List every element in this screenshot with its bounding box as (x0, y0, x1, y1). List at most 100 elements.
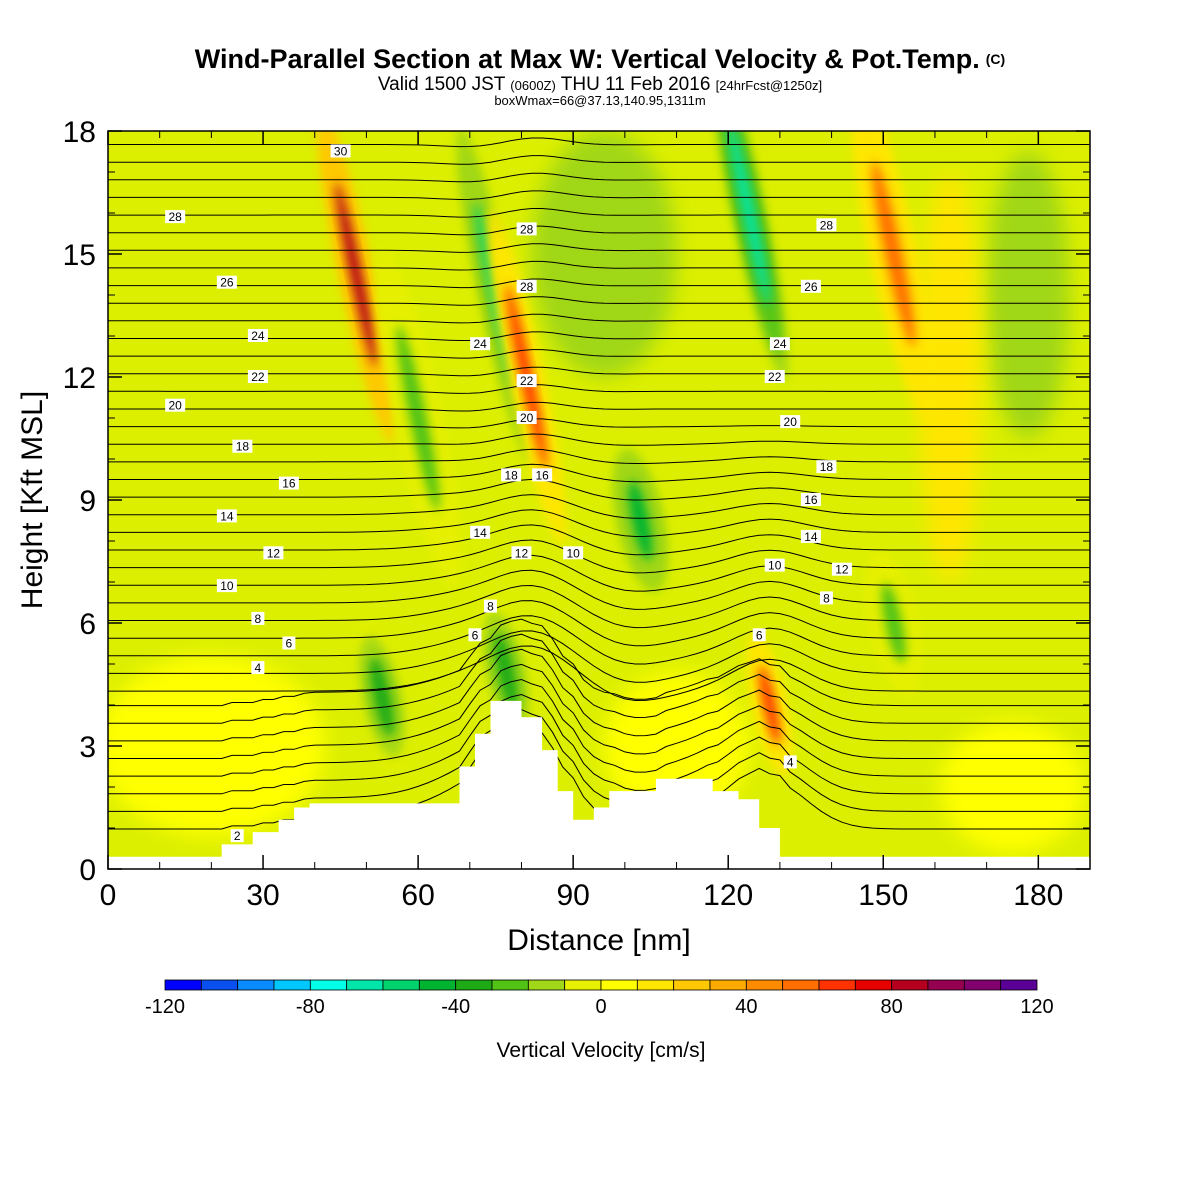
box-info: boxWmax=66@37.13,140.95,1311m (494, 93, 706, 108)
colorbar-swatch (491, 979, 529, 991)
svg-text:8: 8 (487, 600, 494, 614)
colorbar-swatch (564, 979, 602, 991)
colorbar-tick-label: -40 (441, 996, 470, 1018)
isentrope-label: 16 (800, 493, 821, 507)
field-patch (531, 131, 677, 377)
colorbar-swatch (382, 979, 420, 991)
colorbar-swatch (309, 979, 348, 991)
svg-text:4: 4 (787, 755, 794, 769)
colorbar-swatch (200, 979, 239, 991)
x-axis-label: Distance [nm] (507, 924, 690, 957)
svg-text:28: 28 (820, 218, 834, 232)
isentrope-label: 8 (483, 599, 497, 614)
potential-temperature-contours (108, 137, 1090, 830)
isentrope-label: 28 (516, 222, 537, 236)
svg-text:12: 12 (267, 546, 281, 560)
isentrope-line (108, 463, 1090, 483)
field-patch (940, 721, 1085, 853)
isentrope-line (108, 433, 1090, 446)
svg-text:14: 14 (473, 526, 487, 540)
isentrope-line (108, 384, 1090, 394)
svg-text:20: 20 (520, 411, 534, 425)
isentrope-label: 26 (800, 279, 821, 294)
chart-subtitle: Valid 1500 JST (0600Z) THU 11 Feb 2016 [… (377, 74, 823, 95)
isentrope-line (108, 243, 1090, 253)
svg-text:16: 16 (535, 468, 549, 482)
svg-text:30: 30 (334, 145, 348, 159)
isentrope-label: 14 (470, 525, 491, 540)
isentrope-label: 16 (278, 476, 299, 491)
isentrope-label: 12 (263, 546, 284, 560)
svg-text:12: 12 (515, 546, 529, 560)
isentrope-line (108, 509, 1090, 538)
y-tick-label: 15 (63, 239, 96, 272)
isentrope-label: 14 (800, 529, 821, 544)
svg-text:22: 22 (251, 370, 265, 384)
y-tick-label: 12 (63, 362, 96, 395)
svg-text:28: 28 (169, 210, 183, 224)
colorbar-swatch (963, 979, 1002, 991)
isentrope-line (108, 260, 1090, 271)
isentrope-label: 22 (247, 370, 268, 384)
isentrope-line (108, 478, 1090, 501)
colorbar-tick-label: -80 (296, 996, 325, 1018)
isentrope-label: 20 (516, 411, 537, 425)
svg-text:14: 14 (220, 509, 234, 523)
forecast-info: [24hrFcst@1250z] (715, 78, 823, 93)
isentrope-line (108, 296, 1090, 306)
colorbar-swatch (600, 979, 638, 991)
svg-text:24: 24 (773, 337, 787, 351)
isentrope-label: 14 (216, 509, 237, 523)
colorbar-swatch (745, 979, 784, 991)
x-tick-label: 180 (1013, 879, 1063, 912)
svg-text:10: 10 (566, 546, 580, 560)
isentrope-label: 6 (468, 628, 482, 642)
isentrope-line (108, 331, 1090, 341)
chart-title: Wind-Parallel Section at Max W: Vertical… (194, 44, 1006, 74)
isentrope-line (108, 208, 1090, 218)
isentrope-label: 18 (501, 468, 522, 482)
isentrope-line (108, 278, 1090, 289)
svg-text:24: 24 (251, 329, 265, 343)
isentrope-label: 26 (216, 275, 237, 290)
isentrope-label: 12 (831, 562, 852, 577)
x-tick-label: 120 (703, 879, 753, 912)
y-tick-label: 9 (79, 485, 96, 518)
isentrope-label: 24 (470, 337, 491, 351)
field-patch (604, 672, 749, 820)
svg-text:14: 14 (804, 530, 818, 544)
svg-text:10: 10 (768, 559, 782, 573)
x-tick-label: 30 (246, 879, 279, 912)
x-tick-label: 0 (100, 879, 117, 912)
colorbar-swatch (1000, 979, 1038, 991)
svg-text:18: 18 (236, 440, 250, 454)
colorbar-label: Vertical Velocity [cm/s] (497, 1039, 706, 1062)
svg-text:6: 6 (472, 628, 479, 642)
colorbar-swatch (455, 979, 493, 991)
svg-text:6: 6 (756, 628, 763, 642)
isentrope-line (108, 630, 1090, 683)
svg-text:8: 8 (255, 612, 262, 626)
svg-text:18: 18 (820, 460, 834, 474)
isentrope-line (108, 418, 1090, 429)
svg-text:16: 16 (804, 493, 818, 507)
isentrope-label: 30 (330, 144, 351, 159)
terrain (108, 700, 1090, 869)
colorbar-tick-label: 120 (1020, 996, 1053, 1018)
svg-text:26: 26 (804, 280, 818, 294)
isentrope-line (108, 618, 1090, 707)
svg-text:20: 20 (784, 415, 798, 429)
isentrope-label: 6 (282, 636, 296, 651)
isentrope-label: 24 (247, 329, 268, 343)
isentrope-line (108, 554, 1090, 592)
svg-text:2: 2 (234, 829, 241, 843)
x-tick-label: 90 (556, 879, 589, 912)
svg-text:28: 28 (520, 222, 534, 236)
colorbar-swatch (527, 979, 566, 991)
y-tick-label: 18 (63, 116, 96, 149)
isentrope-label: 10 (216, 579, 237, 593)
isentrope-line (108, 615, 1090, 665)
isentrope-line (108, 401, 1090, 412)
isentrope-label: 6 (752, 628, 766, 642)
